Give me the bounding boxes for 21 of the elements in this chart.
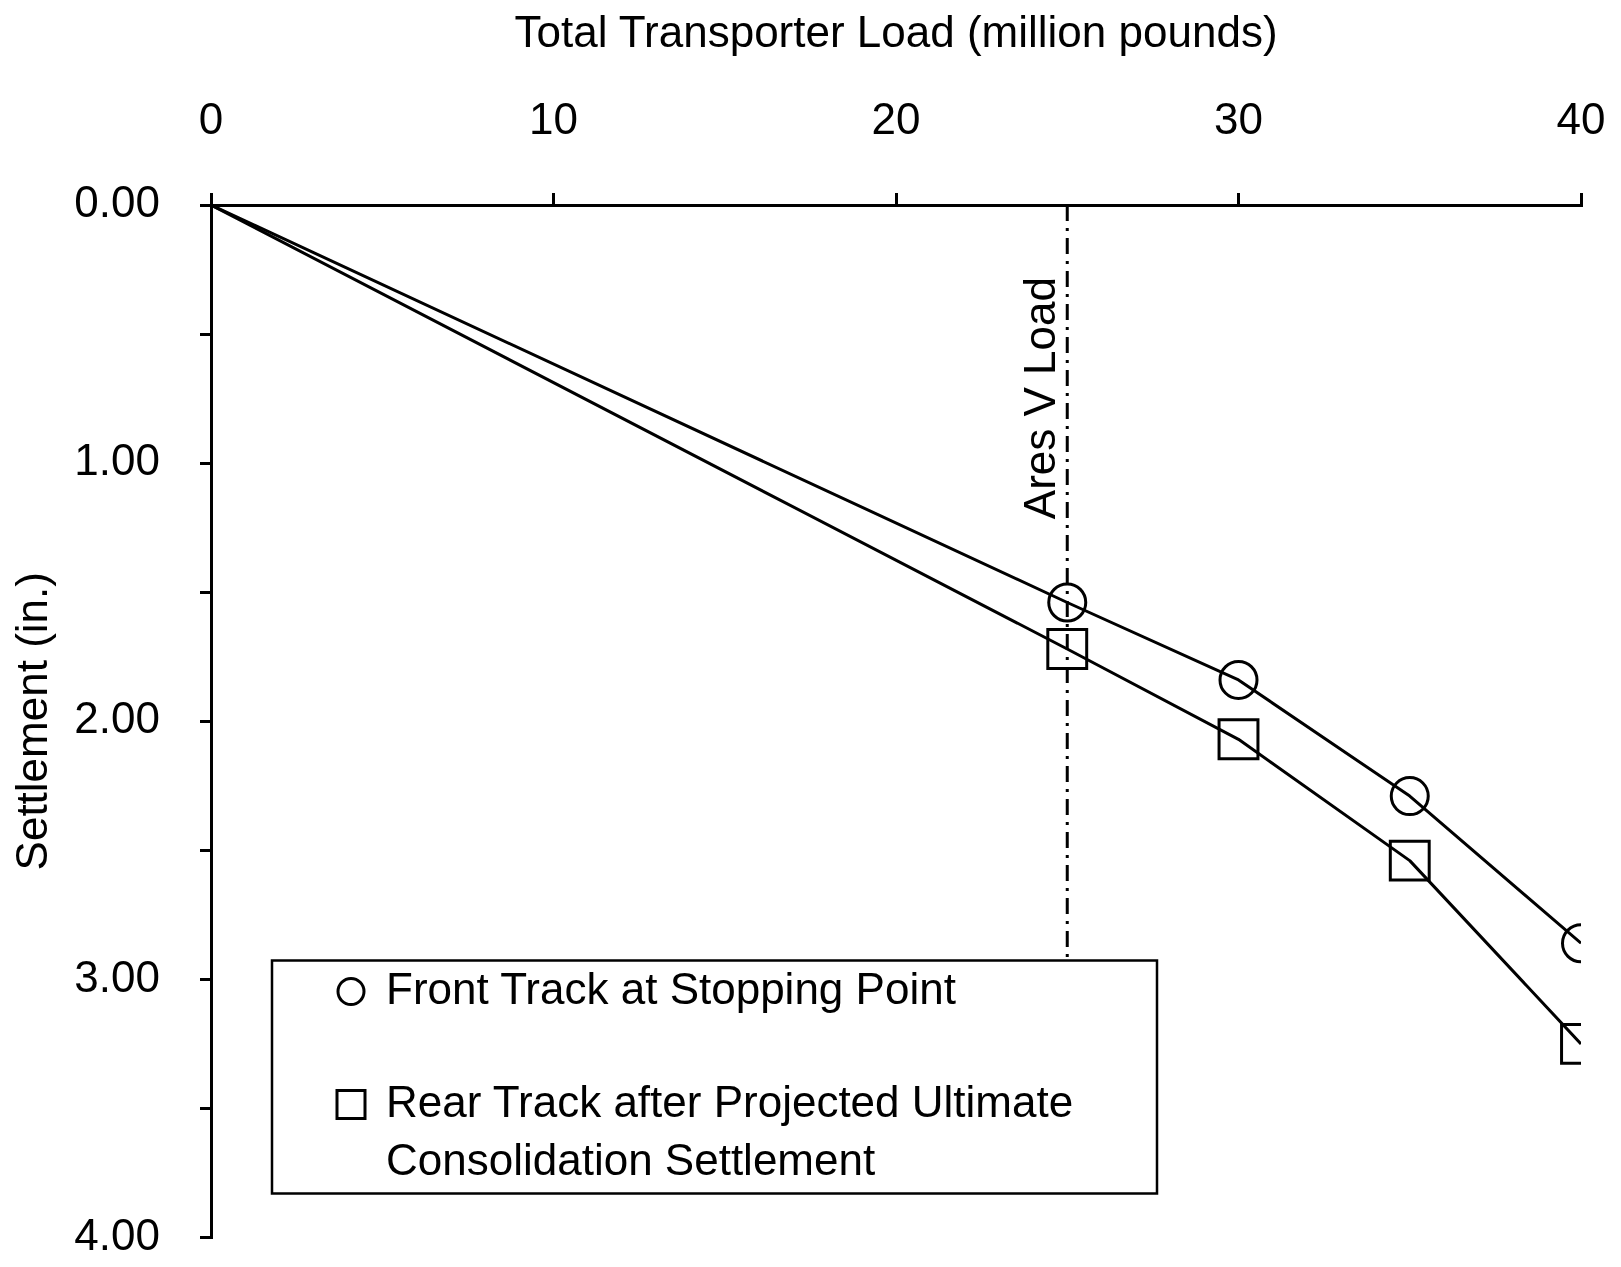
x-tick-label: 30 xyxy=(1214,93,1263,143)
legend-label: Front Track at Stopping Point xyxy=(386,963,956,1013)
y-tick-label: 4.00 xyxy=(74,1209,160,1259)
point xyxy=(1388,839,1431,882)
y-tick-label: 1.00 xyxy=(74,435,160,485)
x-tick-label: 0 xyxy=(198,93,224,143)
x-tick-label: 10 xyxy=(529,93,578,143)
point xyxy=(1047,582,1088,623)
ref-line-label: Ares V Load xyxy=(1015,277,1065,520)
y-tick-label: 2.00 xyxy=(74,693,160,743)
x-tick-label: 40 xyxy=(1556,93,1606,143)
point xyxy=(1046,628,1089,670)
point xyxy=(1218,659,1259,700)
y-tick-label: 3.00 xyxy=(74,951,160,1001)
x-axis-title: Total Transporter Load (million pounds) xyxy=(514,6,1278,56)
y-tick-label: 0.00 xyxy=(74,177,160,227)
point xyxy=(1389,776,1430,817)
x-tick-label: 20 xyxy=(871,93,921,143)
legend-label: Rear Track after Projected Ultimate Consolidation Settlement xyxy=(386,1076,1074,1184)
point xyxy=(1217,718,1260,761)
y-axis-title: Settlement (in.) xyxy=(6,572,56,871)
